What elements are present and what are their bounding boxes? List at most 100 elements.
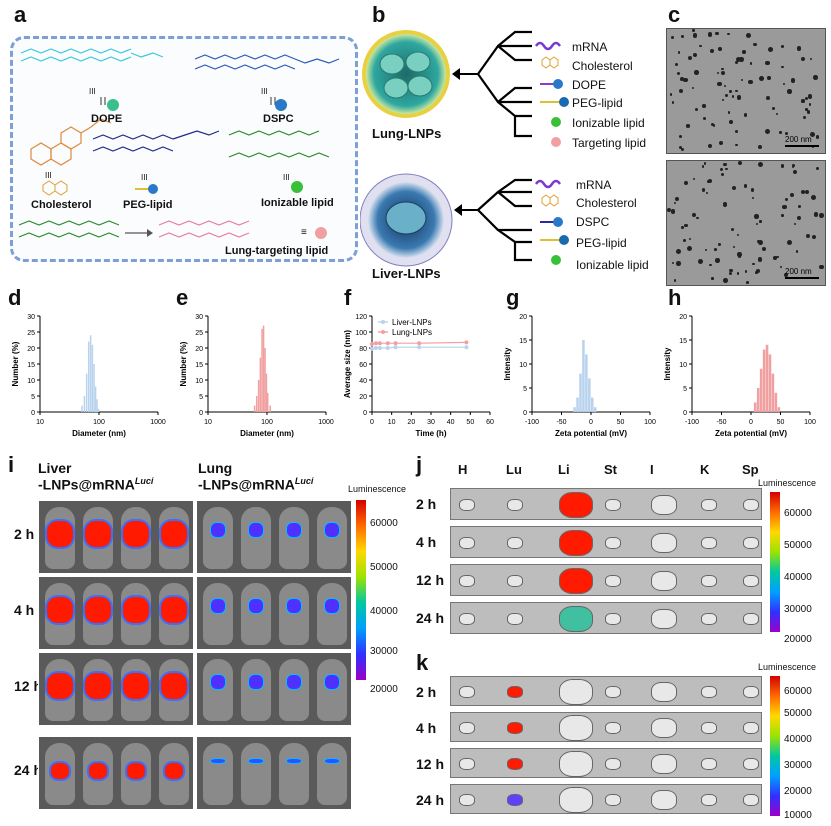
- luminescence-signal: [85, 521, 111, 547]
- hist-e-container: 0 5 10 15 20 25 30 10 100 1000 Diameter (nm) Number…: [176, 308, 344, 448]
- tem-particle: [709, 263, 712, 267]
- tem-particle: [759, 76, 764, 82]
- tem-particle: [702, 104, 706, 108]
- mouse: [241, 659, 271, 721]
- tem-particle: [697, 259, 703, 264]
- hist-d-xtick-label: 1000: [150, 419, 166, 426]
- cholesterol-icon: [541, 194, 551, 207]
- organ-tissue: [651, 718, 677, 738]
- tem-particle: [819, 213, 825, 218]
- tem-particle: [674, 197, 679, 202]
- hist-d-container: 0 5 10 15 20 25 30 10 100 1000 Diameter (nm) Number…: [8, 308, 176, 448]
- k-area-time-label: 2 h: [416, 684, 437, 700]
- hist-e-bar: [264, 348, 266, 412]
- label-lung-targeting-lipid: Lung-targeting lipid: [225, 245, 329, 257]
- tem-particle: [731, 186, 737, 191]
- tem-particle: [755, 222, 759, 226]
- dspc-structure: [194, 54, 340, 70]
- liver-arrow-icon: [454, 204, 478, 216]
- j-cb-tick-2: 40000: [784, 572, 812, 583]
- liver-group-title: Liver -LNPs@mRNALuci: [38, 460, 153, 493]
- luminescence-signal: [123, 597, 149, 623]
- j-cb-tick-4: 20000: [784, 634, 812, 645]
- luminescence-signal: [47, 521, 73, 547]
- hist-d-xlabel: Diameter (nm): [72, 429, 126, 438]
- i-time-label: 4 h: [14, 602, 35, 618]
- tem-particle: [756, 240, 760, 244]
- mrna-icon: [534, 41, 562, 51]
- lung-targeting-lipid-structure: [158, 220, 250, 238]
- label-peg-lipid: PEG-lipid: [123, 199, 173, 211]
- k-area-time-label: 4 h: [416, 720, 437, 736]
- label-dspc: DSPC: [263, 113, 294, 125]
- hist-g-ylabel: Intensity: [503, 347, 512, 380]
- k-cb-tick-5: 10000: [784, 810, 812, 821]
- tem-particle: [692, 29, 695, 32]
- scale-label-top: 200 nm: [785, 135, 812, 144]
- hist-d-bar: [81, 405, 83, 412]
- organ-tissue: [651, 571, 677, 591]
- tem-particle: [784, 197, 789, 202]
- liver-group-title-line2: -LNPs@mRNALuci: [38, 476, 153, 493]
- hist-g-xtick-label: -100: [525, 419, 539, 426]
- hist-e-ytick-label: 5: [199, 394, 203, 401]
- tem-particle: [807, 94, 813, 99]
- tem-particle: [678, 88, 683, 93]
- tem-particle: [725, 93, 729, 98]
- organ-tissue: [701, 536, 717, 550]
- line-f-ytick-label: 120: [355, 314, 367, 321]
- hist-g-ytick-label: 20: [519, 314, 527, 321]
- ionizable-lipid-icon: [551, 255, 561, 265]
- tem-particle: [699, 45, 702, 48]
- tem-particle: [792, 163, 796, 167]
- tem-particle: [752, 262, 755, 266]
- panel-letter-h: h: [668, 285, 682, 310]
- tem-particle: [680, 77, 685, 82]
- hist-g-container: 0 5 10 15 20 -100 -50 0 50 100 Zeta potential (mV)…: [500, 308, 668, 448]
- j-area-organ-row: [450, 602, 762, 634]
- mouse: [121, 743, 151, 805]
- tem-image-lung: 200 nm: [666, 28, 826, 154]
- hist-e-bar: [262, 325, 265, 412]
- organ-tissue: [559, 567, 593, 595]
- luminescence-signal: [165, 763, 183, 779]
- luminescence-signal: [287, 675, 301, 689]
- tem-particle: [746, 280, 749, 284]
- luminescence-signal: [161, 597, 187, 623]
- tem-particle: [703, 161, 707, 165]
- hist-e-bar: [269, 405, 271, 412]
- line-f-chart: 0 20 40 60 80 100 120 0 10 20 30 40 50 60 Time (h) Aver…: [343, 314, 494, 438]
- hist-h-xlabel: Zeta potential (mV): [715, 429, 787, 438]
- tem-particle: [742, 50, 746, 54]
- tem-particle: [809, 132, 815, 138]
- tem-particle: [708, 179, 713, 184]
- hist-g-bar: [588, 378, 591, 412]
- i-time-label: 2 h: [14, 526, 35, 542]
- tem-particle: [804, 97, 808, 101]
- organ-tissue: [507, 536, 523, 550]
- organ-tissue: [701, 721, 717, 735]
- tem-particle: [805, 108, 808, 111]
- lung-mice-row: [196, 736, 352, 810]
- hist-g-bar: [573, 407, 576, 412]
- organ-tissue: [701, 757, 717, 771]
- scale-bar-top: [785, 145, 819, 147]
- tem-particle: [792, 170, 798, 175]
- organ-header-st: St: [604, 462, 617, 477]
- line-f-ytick-label: 60: [359, 362, 367, 369]
- organ-tissue: [651, 533, 677, 553]
- luminescence-signal: [123, 673, 149, 699]
- hist-d-ytick-label: 5: [31, 394, 35, 401]
- tem-particle: [731, 95, 735, 98]
- lung-group-title-text: -LNPs@mRNA: [198, 476, 295, 493]
- tem-particle: [785, 132, 788, 135]
- tem-particle: [796, 215, 801, 221]
- lung-comp-dope: DOPE: [572, 78, 607, 92]
- tem-particle: [683, 239, 686, 243]
- organ-tissue: [743, 498, 759, 512]
- hist-d-ytick-label: 25: [27, 330, 35, 337]
- luminescence-signal: [249, 599, 263, 613]
- scale-label-bottom: 200 nm: [785, 267, 812, 276]
- mrna-icon: [534, 179, 562, 189]
- luminescence-signal: [211, 523, 225, 537]
